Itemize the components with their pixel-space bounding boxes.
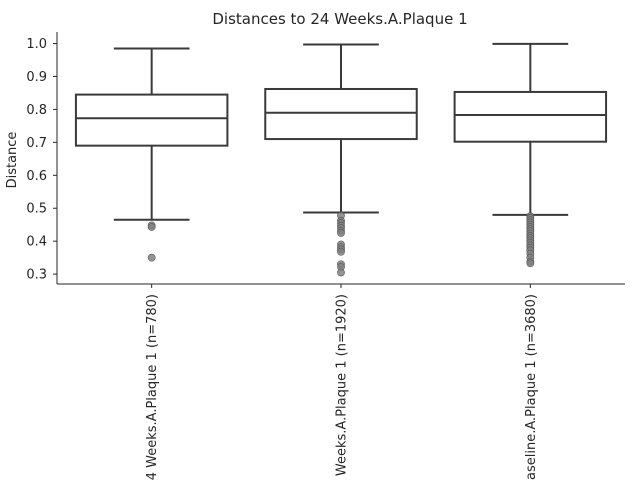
box-iqr [264, 87, 418, 141]
outlier-point [526, 259, 535, 268]
y-tick-label: 0.5 [26, 202, 47, 217]
y-tick-label: 0.6 [26, 169, 47, 184]
chart-title: Distances to 24 Weeks.A.Plaque 1 [212, 10, 467, 28]
outlier-point [337, 229, 345, 237]
y-tick-label: 1.0 [26, 37, 47, 52]
x-category-label: 24 Weeks.A.Plaque 1 (n=780) [145, 294, 160, 480]
y-axis-label: Distance [5, 132, 20, 189]
x-category-label: Baseline.A.Plaque 1 (n=3680) [524, 294, 539, 480]
outlier-point [337, 268, 345, 277]
outlier-point [147, 223, 156, 231]
y-tick-label: 0.7 [26, 136, 47, 151]
x-category-labels: 24 Weeks.A.Plaque 1 (n=780) 12 Weeks.A.Pl… [145, 284, 539, 485]
y-tick-label: 0.3 [26, 268, 47, 283]
y-ticks: 0.3 0.4 0.5 0.6 0.7 0.8 0.9 1.0 [26, 37, 57, 283]
box-iqr [453, 90, 608, 143]
x-category-label: 12 Weeks.A.Plaque 1 (n=1920) [335, 294, 350, 480]
y-tick-label: 0.8 [26, 103, 47, 118]
box-group [453, 42, 608, 268]
box-iqr [74, 93, 229, 147]
box-group [264, 43, 418, 277]
outlier-point [147, 253, 156, 262]
y-tick-label: 0.9 [26, 70, 47, 85]
outlier-point [337, 247, 345, 256]
box-group [74, 47, 229, 262]
boxes [74, 42, 608, 277]
y-tick-label: 0.4 [26, 235, 47, 250]
